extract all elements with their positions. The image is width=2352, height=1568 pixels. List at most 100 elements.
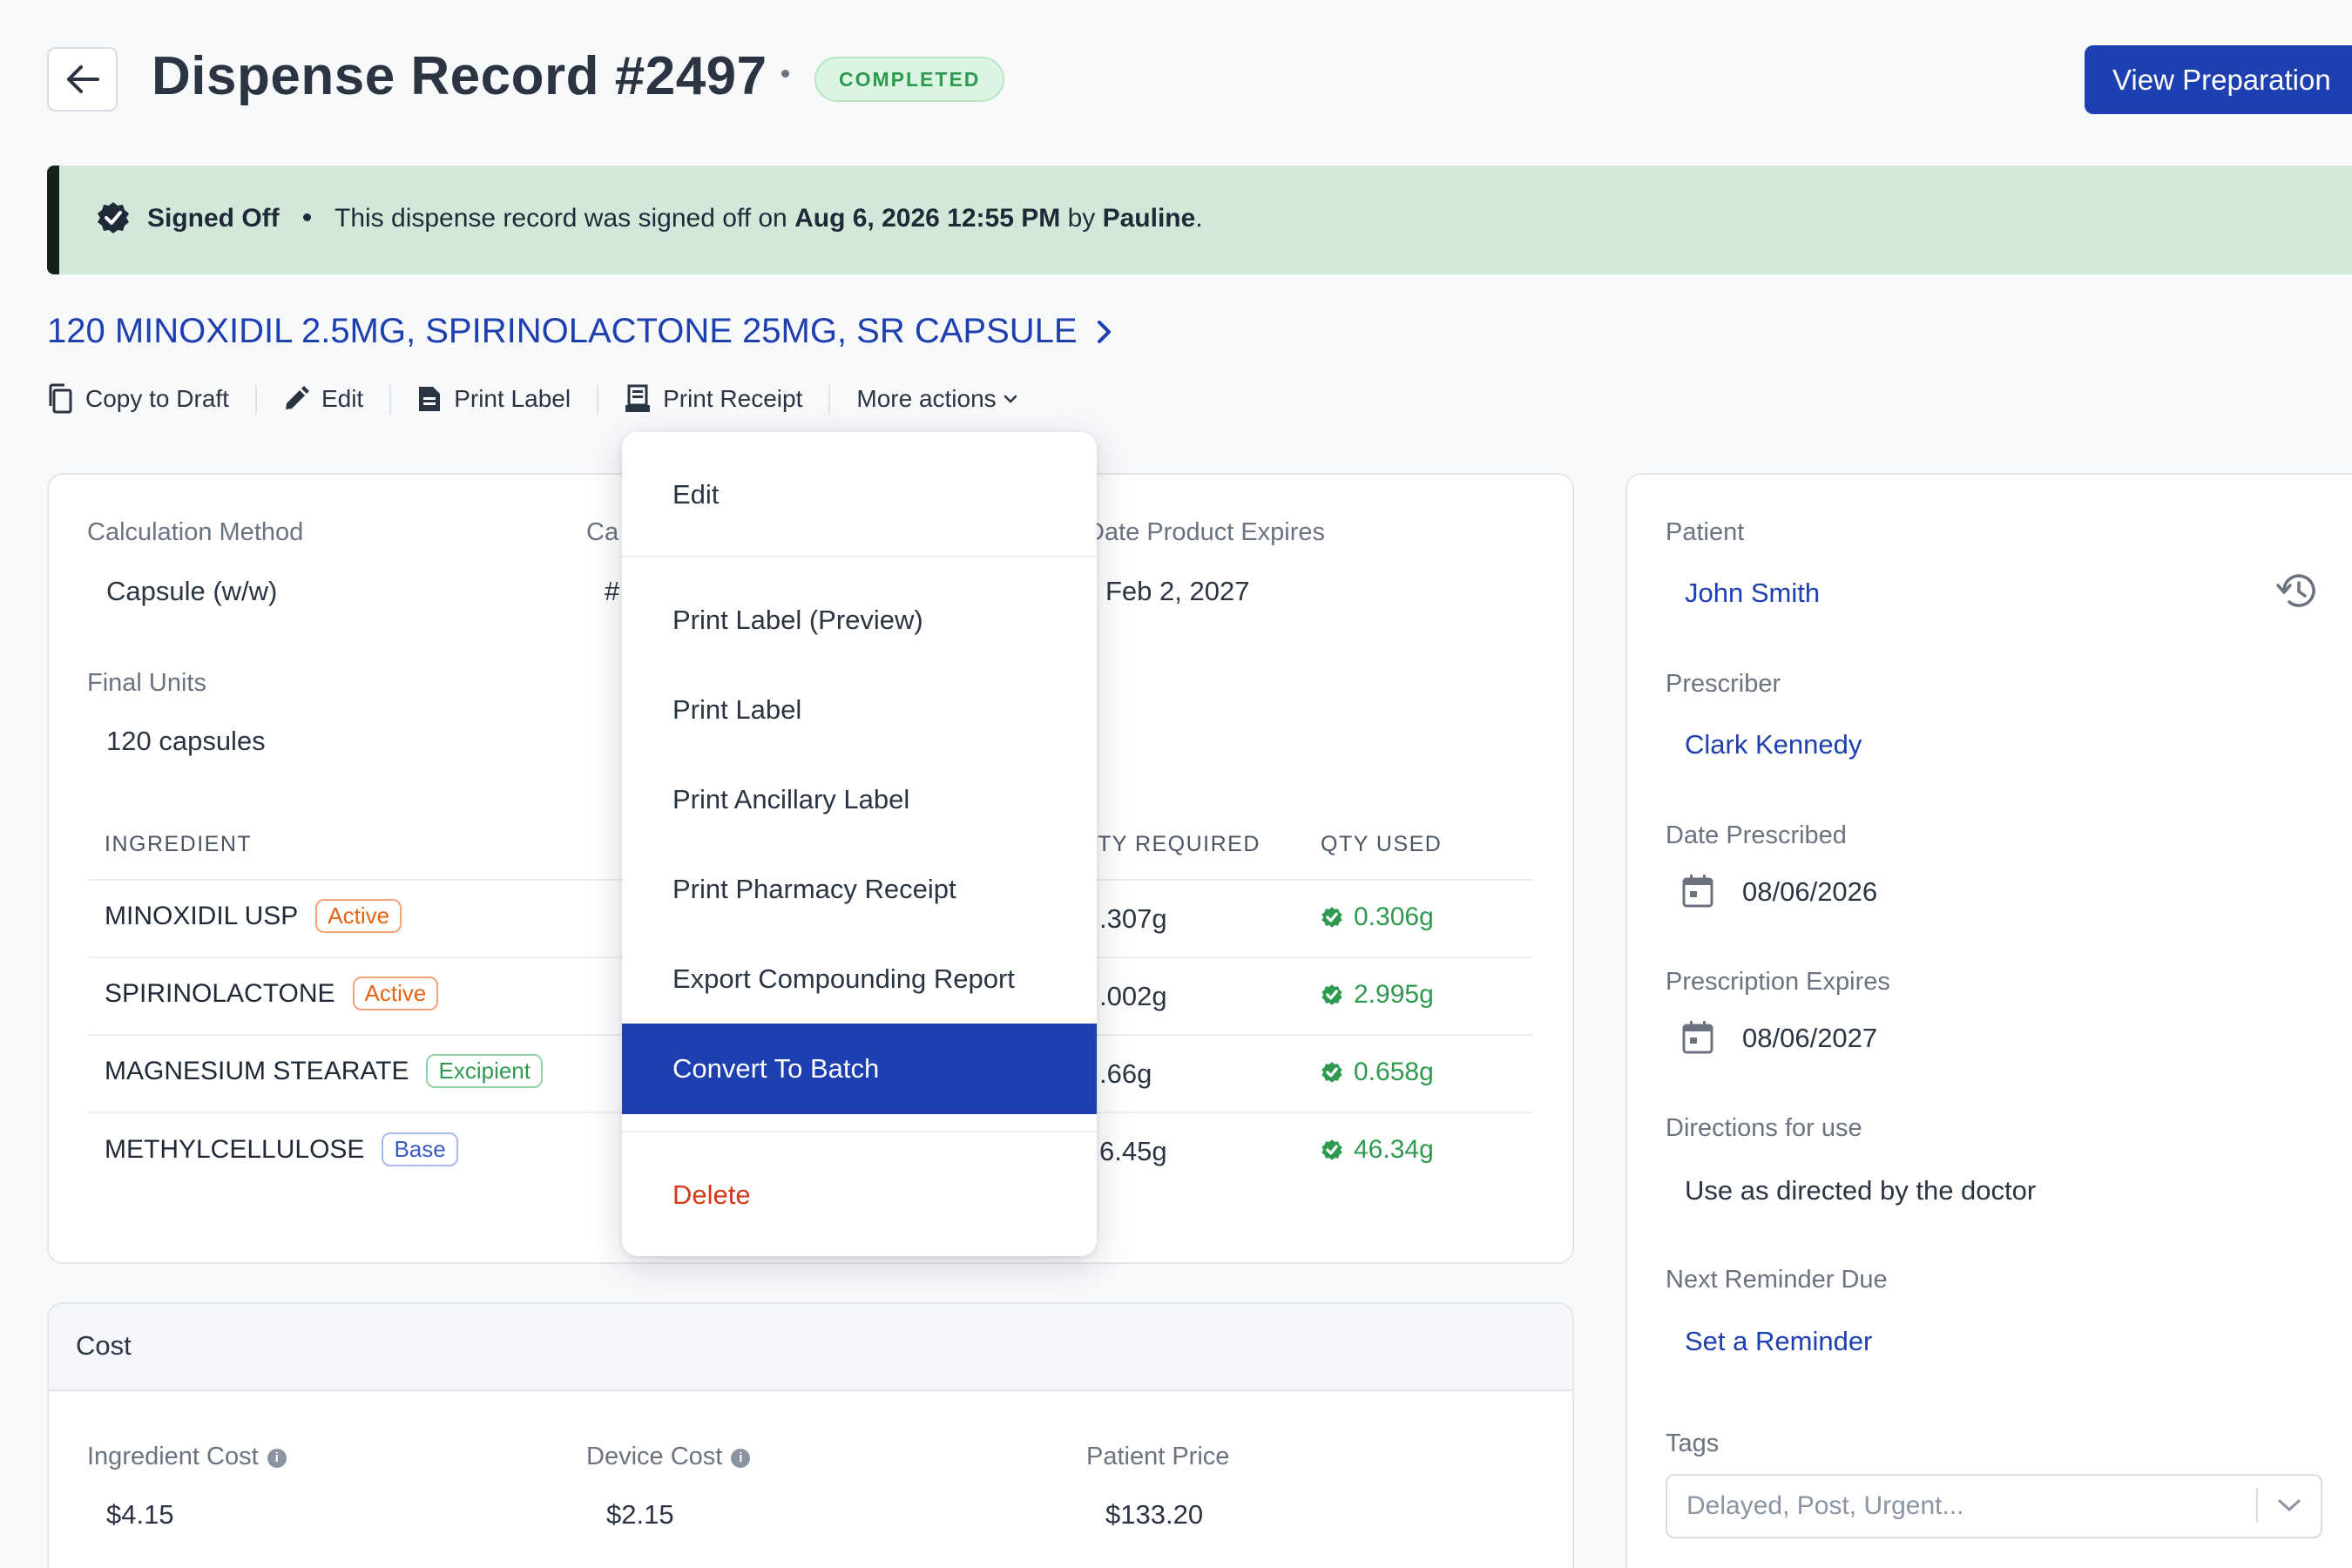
- capsule-field-value: #: [605, 576, 620, 606]
- final-units-label: Final Units: [87, 669, 206, 697]
- chevron-down-icon: [1004, 395, 1017, 403]
- toolbar-divider: [828, 384, 831, 414]
- qty-required-column-header: TY REQUIRED: [1098, 832, 1260, 856]
- back-button[interactable]: [47, 47, 118, 112]
- title-separator-dot: [781, 70, 789, 78]
- qty-used-cell: 0.658g: [1321, 1058, 1434, 1087]
- toolbar-divider: [254, 384, 257, 414]
- ingredient-name-text: MINOXIDIL USP: [105, 901, 299, 930]
- info-icon[interactable]: i: [267, 1448, 287, 1468]
- signed-off-date: Aug 6, 2026 12:55 PM: [794, 204, 1061, 233]
- chevron-right-icon: [1097, 320, 1111, 343]
- patient-price-value: $133.20: [1105, 1499, 1204, 1530]
- banner-separator-dot: [303, 213, 311, 221]
- banner-text-end: .: [1195, 204, 1203, 233]
- device-cost-label: Device Cost i: [586, 1443, 751, 1471]
- ingredient-name-text: MAGNESIUM STEARATE: [105, 1056, 409, 1085]
- qty-used-value: 0.658g: [1354, 1058, 1434, 1086]
- calculation-method-value: Capsule (w/w): [106, 576, 278, 606]
- menu-item-print-ancillary-label[interactable]: Print Ancillary Label: [672, 784, 910, 814]
- date-prescribed-label: Date Prescribed: [1666, 821, 1847, 849]
- tags-select-divider: [2256, 1488, 2258, 1523]
- banner-text-pre: This dispense record was signed off on: [335, 204, 795, 233]
- print-receipt-button[interactable]: Print Receipt: [625, 384, 802, 414]
- copy-to-draft-label: Copy to Draft: [85, 385, 229, 412]
- menu-item-convert-to-batch[interactable]: Convert To Batch: [622, 1024, 1097, 1114]
- signed-off-user: Pauline: [1102, 204, 1196, 233]
- menu-item-print-pharmacy-receipt[interactable]: Print Pharmacy Receipt: [672, 874, 956, 904]
- ingredient-name-text: METHYLCELLULOSE: [105, 1134, 365, 1164]
- arrow-left-icon: [66, 65, 99, 93]
- menu-item-edit[interactable]: Edit: [672, 479, 720, 510]
- tags-placeholder: Delayed, Post, Urgent...: [1686, 1491, 1964, 1520]
- final-units-value: 120 capsules: [106, 726, 266, 756]
- patient-link[interactable]: John Smith: [1685, 578, 1821, 608]
- device-cost-value: $2.15: [606, 1499, 674, 1530]
- verified-check-icon: [1321, 984, 1342, 1005]
- history-icon[interactable]: [2275, 571, 2319, 611]
- ingredient-column-header: INGREDIENT: [105, 832, 253, 856]
- ingredient-type-tag: Excipient: [426, 1054, 543, 1088]
- edit-button[interactable]: Edit: [283, 385, 363, 413]
- menu-divider: [622, 556, 1097, 558]
- tags-select[interactable]: Delayed, Post, Urgent...: [1666, 1474, 2322, 1538]
- cost-card-title: Cost: [76, 1330, 132, 1361]
- directions-label: Directions for use: [1666, 1114, 1862, 1142]
- date-product-expires-value: Feb 2, 2027: [1105, 576, 1250, 606]
- qty-used-value: 2.995g: [1354, 980, 1434, 1009]
- qty-required-value: .66g: [1099, 1058, 1152, 1089]
- ingredient-name: MINOXIDIL USP Active: [105, 899, 402, 933]
- calendar-icon: [1682, 875, 1713, 908]
- page-title: Dispense Record #2497: [152, 46, 767, 106]
- prescriber-label: Prescriber: [1666, 670, 1781, 698]
- verified-check-icon: [1321, 1062, 1342, 1083]
- print-label-button[interactable]: Print Label: [417, 385, 571, 413]
- verified-check-icon: [98, 202, 129, 233]
- banner-text-by: by: [1060, 204, 1103, 233]
- more-actions-button[interactable]: More actions: [856, 385, 1017, 413]
- print-receipt-label: Print Receipt: [663, 385, 803, 412]
- set-reminder-link[interactable]: Set a Reminder: [1685, 1326, 1873, 1356]
- prescriber-link[interactable]: Clark Kennedy: [1685, 729, 1862, 760]
- prescription-expires-label: Prescription Expires: [1666, 968, 1890, 996]
- info-icon[interactable]: i: [731, 1448, 751, 1468]
- qty-used-column-header: QTY USED: [1321, 832, 1443, 856]
- cost-card-header: [49, 1304, 1572, 1391]
- capsule-field-label: Ca: [586, 518, 619, 546]
- date-product-expires-label: Date Product Expires: [1086, 518, 1326, 546]
- ingredient-type-tag: Active: [315, 899, 402, 933]
- next-reminder-label: Next Reminder Due: [1666, 1266, 1888, 1294]
- chevron-down-icon[interactable]: [2276, 1497, 2302, 1514]
- toolbar-divider: [389, 384, 392, 414]
- ingredient-name: SPIRINOLACTONE Active: [105, 977, 439, 1010]
- status-badge: COMPLETED: [814, 57, 1005, 102]
- copy-to-draft-button[interactable]: Copy to Draft: [47, 383, 229, 415]
- document-icon: [419, 387, 441, 411]
- calculation-method-label: Calculation Method: [87, 518, 304, 546]
- prescription-expires-value: 08/06/2027: [1742, 1023, 1878, 1053]
- sidebar-card: [1625, 473, 2352, 1568]
- view-preparation-button[interactable]: View Preparation: [2085, 45, 2352, 114]
- pencil-icon: [285, 386, 309, 409]
- qty-required-value: .307g: [1099, 903, 1167, 934]
- menu-item-print-label[interactable]: Print Label: [672, 694, 802, 725]
- ingredient-cost-label: Ingredient Cost i: [87, 1443, 287, 1471]
- qty-used-value: 0.306g: [1354, 902, 1434, 931]
- menu-item-delete[interactable]: Delete: [672, 1179, 751, 1210]
- calendar-icon: [1682, 1021, 1713, 1054]
- qty-used-cell: 2.995g: [1321, 980, 1434, 1010]
- more-actions-menu: [622, 432, 1097, 1256]
- verified-check-icon: [1321, 1139, 1342, 1160]
- ingredient-name: METHYLCELLULOSE Base: [105, 1132, 458, 1166]
- qty-required-value: .002g: [1099, 981, 1167, 1011]
- menu-item-export-compounding-report[interactable]: Export Compounding Report: [672, 963, 1015, 994]
- qty-required-value: 6.45g: [1099, 1136, 1167, 1166]
- copy-icon: [49, 383, 72, 414]
- product-name: 120 MINOXIDIL 2.5MG, SPIRINOLACTONE 25MG…: [47, 312, 1078, 350]
- product-link[interactable]: 120 MINOXIDIL 2.5MG, SPIRINOLACTONE 25MG…: [47, 312, 1114, 351]
- tags-label: Tags: [1666, 1429, 1720, 1457]
- qty-used-cell: 0.306g: [1321, 902, 1434, 932]
- banner-title: Signed Off: [147, 204, 280, 233]
- menu-item-print-label-preview[interactable]: Print Label (Preview): [672, 605, 923, 635]
- patient-label: Patient: [1666, 518, 1745, 546]
